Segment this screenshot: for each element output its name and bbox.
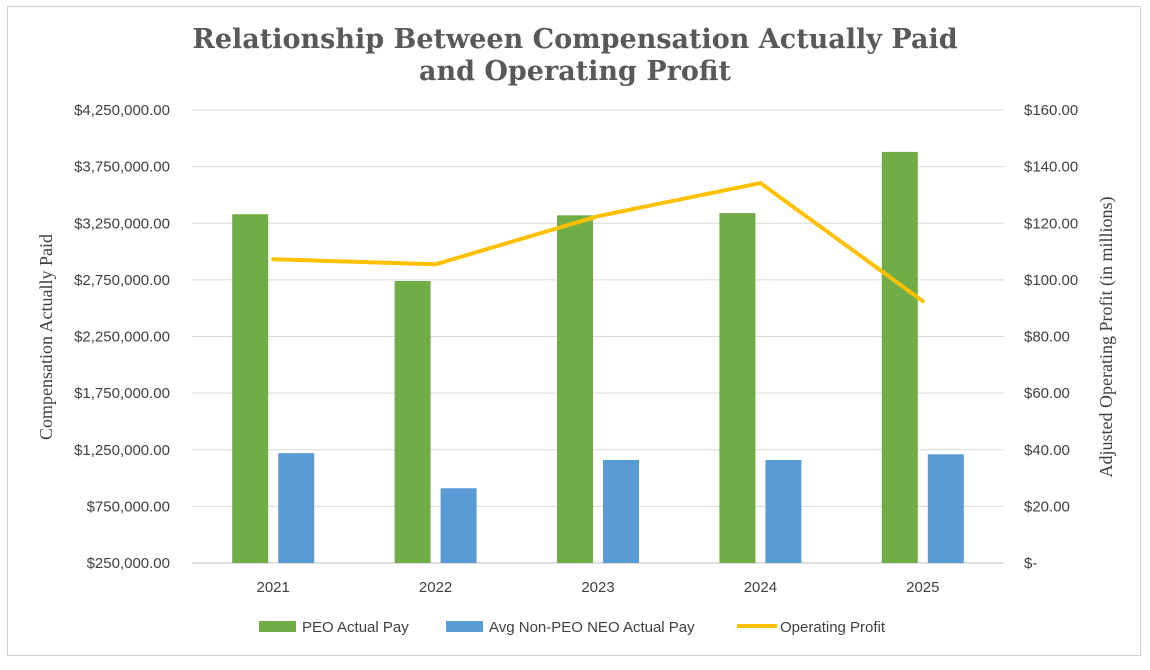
bar-peo <box>719 213 756 563</box>
y2-tick-label: $60.00 <box>1024 385 1070 402</box>
y2-tick-label: $100.00 <box>1024 272 1078 289</box>
x-tick-label: 2023 <box>581 579 614 596</box>
legend-swatch <box>446 621 483 632</box>
y-tick-label: $4,250,000.00 <box>74 102 170 119</box>
bar-peo <box>881 151 918 563</box>
y-tick-label: $250,000.00 <box>87 555 170 572</box>
bar-non-peo <box>765 459 802 563</box>
legend-label: PEO Actual Pay <box>302 619 409 636</box>
y2-tick-label: $- <box>1024 555 1037 572</box>
y-tick-label: $2,750,000.00 <box>74 272 170 289</box>
y2-tick-label: $40.00 <box>1024 442 1070 459</box>
bar-peo <box>557 215 593 563</box>
legend-label: Avg Non-PEO NEO Actual Pay <box>489 619 695 636</box>
y-tick-label: $1,250,000.00 <box>74 442 170 459</box>
x-tick-label: 2024 <box>744 579 777 596</box>
bar-peo <box>232 214 269 563</box>
x-tick-label: 2021 <box>257 579 290 596</box>
x-tick-label: 2022 <box>419 579 452 596</box>
y-tick-label: $2,250,000.00 <box>74 329 170 346</box>
bar-peo <box>394 281 431 563</box>
y2-tick-label: $120.00 <box>1024 215 1078 232</box>
chart-title-line: Relationship Between Compensation Actual… <box>192 24 957 55</box>
y-axis-title: Compensation Actually Paid <box>36 234 56 440</box>
chart-title-line: and Operating Profit <box>419 56 732 87</box>
bar-non-peo <box>603 459 639 563</box>
legend-label: Operating Profit <box>780 619 886 636</box>
x-tick-label: 2025 <box>906 579 939 596</box>
y2-tick-label: $20.00 <box>1024 498 1070 515</box>
operating-profit-line <box>271 181 925 304</box>
bar-non-peo <box>440 488 477 563</box>
y2-tick-label: $140.00 <box>1024 159 1078 176</box>
bar-non-peo <box>927 454 964 563</box>
y2-axis-title: Adjusted Operating Profit (in millions) <box>1096 197 1117 478</box>
y-tick-label: $750,000.00 <box>87 498 170 515</box>
y-tick-label: $3,250,000.00 <box>74 215 170 232</box>
y-tick-label: $3,750,000.00 <box>74 159 170 176</box>
y2-tick-label: $80.00 <box>1024 329 1070 346</box>
y2-tick-label: $160.00 <box>1024 102 1078 119</box>
bar-non-peo <box>278 453 315 563</box>
y-tick-label: $1,750,000.00 <box>74 385 170 402</box>
legend-swatch <box>259 621 296 632</box>
